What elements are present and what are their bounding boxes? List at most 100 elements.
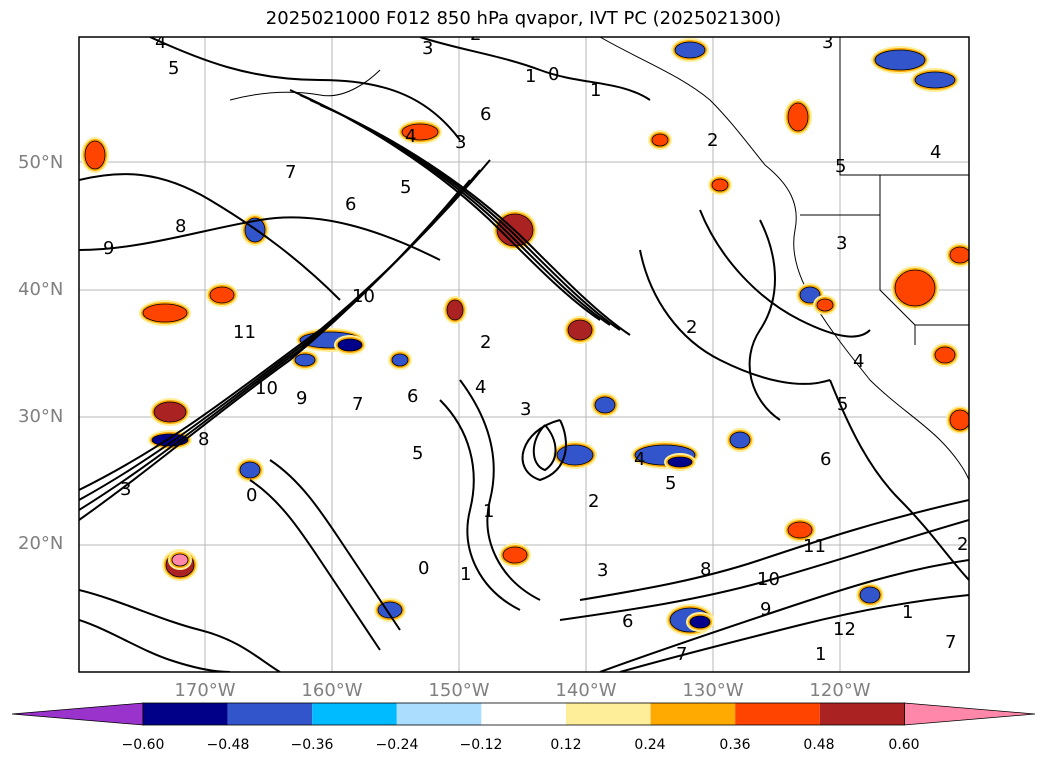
contour-label: 6 xyxy=(345,194,356,215)
colorbar-segment xyxy=(481,703,566,725)
ivt-contour-line xyxy=(319,104,631,336)
moisture-blob xyxy=(337,338,363,352)
ivt-contour-line xyxy=(829,379,969,581)
ivt-contour-line xyxy=(439,399,521,611)
colorbar-segment xyxy=(396,703,482,725)
ivt-contour-line xyxy=(79,589,281,672)
contour-label: 11 xyxy=(803,536,826,557)
contour-label: 2 xyxy=(470,24,481,45)
ivt-contour-line xyxy=(79,159,491,491)
ivt-contour-line xyxy=(149,37,461,141)
moisture-blob xyxy=(171,553,189,567)
ivt-contours xyxy=(79,37,969,672)
contour-label: 4 xyxy=(155,32,166,53)
contour-label: 7 xyxy=(352,394,363,415)
colorbar-tick: −0.48 xyxy=(206,737,250,753)
contour-label: 11 xyxy=(233,322,256,343)
contour-label: 0 xyxy=(418,558,429,579)
colorbar-tick: 0.48 xyxy=(803,737,835,753)
colorbar-tick: −0.60 xyxy=(121,737,165,753)
contour-label: 3 xyxy=(597,560,608,581)
contour-label: 8 xyxy=(198,429,209,450)
lon-label-160w: 160°W xyxy=(301,680,363,701)
contour-label: 3 xyxy=(836,233,847,254)
contour-label: 5 xyxy=(400,177,411,198)
contour-label: 4 xyxy=(634,449,645,470)
lon-label-130w: 130°W xyxy=(682,680,744,701)
qvapor-shading xyxy=(81,38,969,636)
contour-label: 5 xyxy=(835,156,846,177)
contour-label: 5 xyxy=(168,58,179,79)
ivt-contour-line xyxy=(79,173,341,301)
moisture-blob xyxy=(859,586,881,604)
coastline-path xyxy=(229,69,381,101)
ivt-contour-line xyxy=(79,216,441,261)
moisture-blob xyxy=(894,269,936,307)
moisture-blob xyxy=(934,346,956,364)
lon-label-170w: 170°W xyxy=(174,680,236,701)
map-frame xyxy=(78,36,970,673)
moisture-blob xyxy=(567,319,593,341)
contour-label: 2 xyxy=(707,130,718,151)
ivt-contour-line xyxy=(249,479,381,651)
coastline-path xyxy=(599,37,969,481)
ivt-contour-line xyxy=(619,594,969,672)
colorbar xyxy=(11,702,1036,726)
map-title: 2025021000 F012 850 hPa qvapor, IVT PC (… xyxy=(265,8,782,29)
colorbar-extend-min xyxy=(11,702,144,726)
colorbar-segment xyxy=(227,703,313,725)
contour-label: 2 xyxy=(957,534,968,555)
contour-label: 4 xyxy=(475,377,486,398)
colorbar-tick: 0.60 xyxy=(888,737,920,753)
coastline-path xyxy=(839,37,969,176)
ivt-contour-line xyxy=(599,559,969,672)
contour-label: 3 xyxy=(120,479,131,500)
ivt-contour-line xyxy=(419,37,651,101)
ivt-contour-line xyxy=(559,519,969,621)
colorbar-segment xyxy=(735,703,820,725)
contour-label: 3 xyxy=(822,32,833,53)
contour-label: 6 xyxy=(480,104,491,125)
coastline-path xyxy=(800,214,916,345)
moisture-blob xyxy=(239,461,261,479)
moisture-blob xyxy=(391,353,409,367)
colorbar-segment xyxy=(566,703,651,725)
contour-label: 12 xyxy=(833,619,856,640)
contour-label: 4 xyxy=(405,126,416,147)
lon-label-140w: 140°W xyxy=(555,680,617,701)
colorbar-segment xyxy=(143,703,228,725)
moisture-blob xyxy=(787,102,809,132)
moisture-blob xyxy=(949,409,969,431)
moisture-blob xyxy=(874,49,926,71)
ivt-contour-line xyxy=(269,459,401,631)
contour-label: 8 xyxy=(175,216,186,237)
contour-label: 6 xyxy=(622,611,633,632)
colorbar-segment xyxy=(650,703,736,725)
contour-label: 6 xyxy=(820,449,831,470)
contour-label: 5 xyxy=(665,473,676,494)
colorbar-segment xyxy=(312,703,397,725)
moisture-blob xyxy=(142,303,188,323)
colorbar-tick: −0.12 xyxy=(459,737,503,753)
contour-label: 3 xyxy=(422,38,433,59)
lat-label-50: 50°N xyxy=(18,152,64,173)
contour-label: 1 xyxy=(483,501,494,522)
lat-label-20: 20°N xyxy=(18,533,64,554)
contour-label: 10 xyxy=(757,569,780,590)
contour-label: 1 xyxy=(460,564,471,585)
contour-label: 5 xyxy=(412,443,423,464)
ivt-contour-line xyxy=(532,424,557,472)
contour-label: 8 xyxy=(700,559,711,580)
ivt-contour-line xyxy=(748,219,781,421)
moisture-blob xyxy=(711,178,729,192)
contour-label: 6 xyxy=(407,386,418,407)
lon-label-150w: 150°W xyxy=(428,680,490,701)
contour-label: 1 xyxy=(590,80,601,101)
moisture-blob xyxy=(787,521,813,539)
moisture-blob xyxy=(294,353,316,367)
contour-label: 9 xyxy=(760,599,771,620)
contour-label: 9 xyxy=(103,238,114,259)
moisture-blob xyxy=(594,396,616,414)
contour-label: 10 xyxy=(255,378,278,399)
